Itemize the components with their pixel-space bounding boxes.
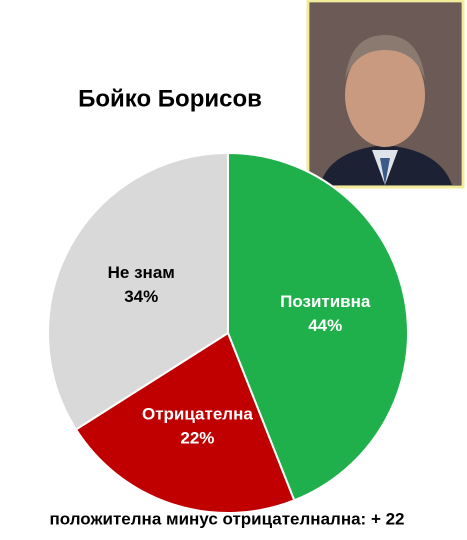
pie: Позитивна 44% Отрицателна 22% Не знам 34% xyxy=(47,151,409,514)
slice-label: Не знам xyxy=(108,263,175,282)
slice-value: 34% xyxy=(124,287,158,306)
slice-label: Отрицателна xyxy=(142,405,253,424)
slice-label: Позитивна xyxy=(280,292,371,311)
photo xyxy=(306,0,465,189)
pie-slice xyxy=(74,331,296,514)
chart-title: Бойко Борисов xyxy=(78,85,262,112)
pie-slice xyxy=(47,151,229,431)
slice-value: 22% xyxy=(180,429,214,448)
footer: положителна минус отрицателнална: + 22 xyxy=(50,509,405,528)
pie-slice xyxy=(227,151,409,502)
slice-value: 44% xyxy=(308,316,342,335)
